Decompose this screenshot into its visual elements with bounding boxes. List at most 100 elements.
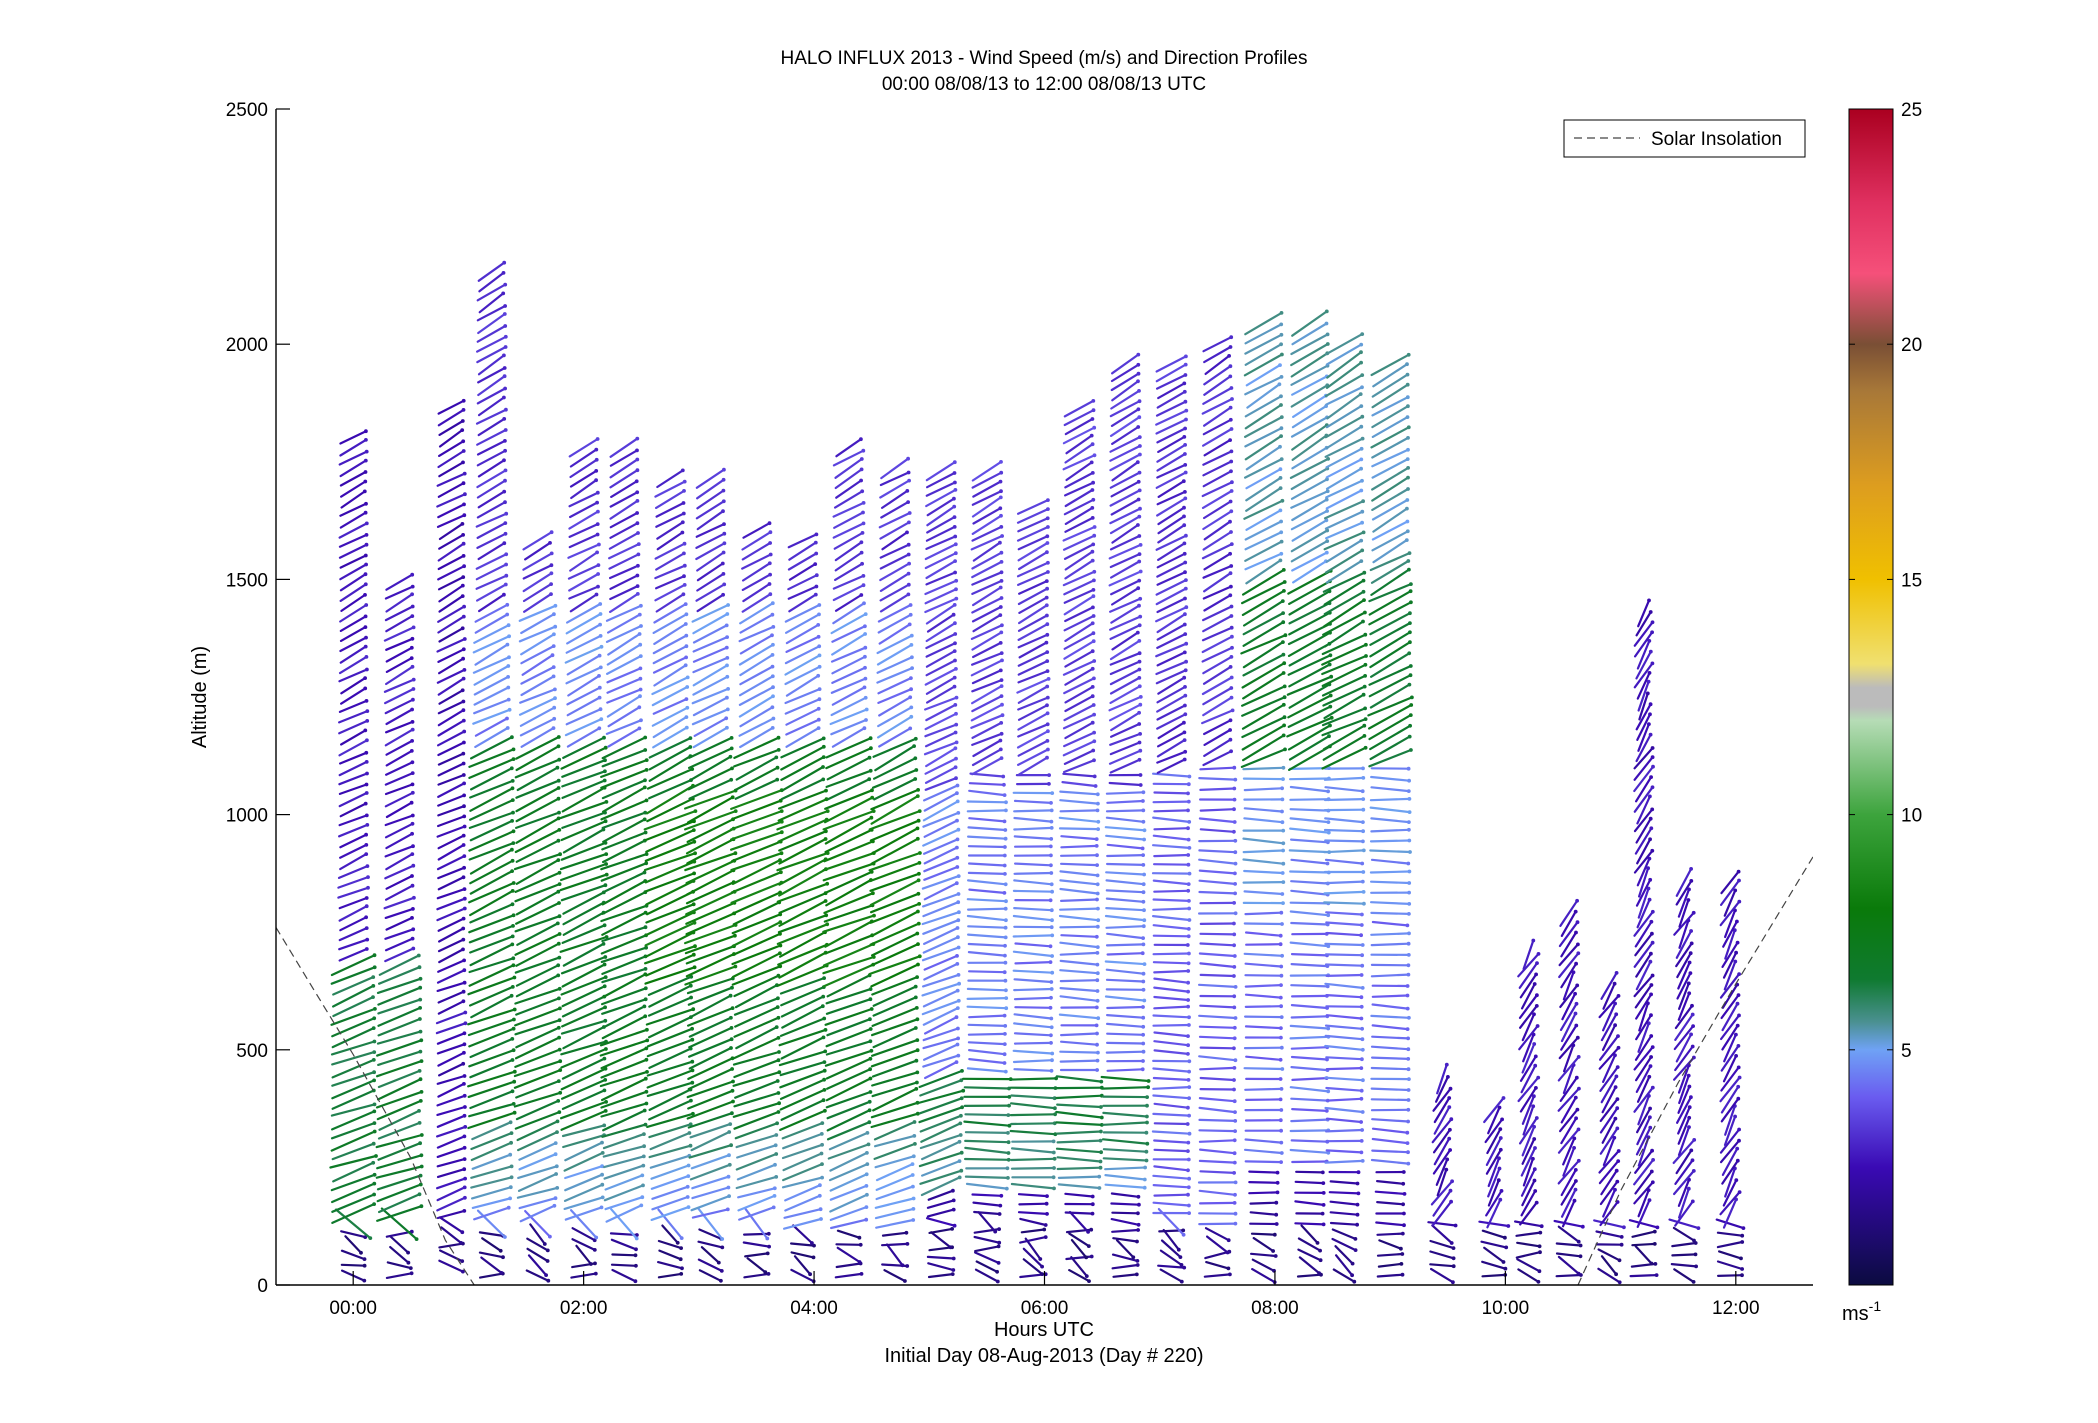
wind-barb-head	[1092, 758, 1096, 763]
wind-barb-head	[499, 1271, 504, 1275]
wind-barb-head	[1735, 1023, 1740, 1028]
wind-barb	[831, 655, 867, 675]
wind-barb-head	[1137, 470, 1142, 475]
wind-barb-head	[1142, 908, 1146, 913]
wind-barb-head	[1278, 942, 1283, 947]
wind-barb	[332, 975, 375, 996]
wind-barb	[1202, 336, 1233, 353]
wind-barb	[687, 1038, 733, 1058]
wind-barb	[1244, 323, 1283, 345]
wind-barb-head	[1740, 1267, 1744, 1271]
wind-barb-head	[501, 1255, 505, 1260]
wind-barb-head	[1650, 1085, 1655, 1090]
wind-barb-head	[461, 916, 466, 921]
wind-barb	[966, 987, 1008, 992]
wind-barb-head	[1233, 1180, 1238, 1185]
wind-barb-head	[1534, 1200, 1539, 1205]
wind-barb-head	[1360, 332, 1365, 336]
wind-barb-head	[372, 1172, 377, 1177]
wind-barb	[520, 633, 556, 656]
wind-barb-head	[461, 554, 466, 558]
wind-barb-head	[1280, 599, 1285, 603]
wind-barb-head	[406, 1260, 411, 1265]
wind-barb-head	[1617, 1258, 1622, 1263]
wind-barb	[683, 789, 737, 810]
wind-barb	[1245, 1055, 1282, 1061]
wind-barb	[1673, 1024, 1695, 1051]
wind-barb	[1151, 772, 1191, 778]
wind-barb-head	[1049, 1068, 1054, 1073]
wind-barb	[1289, 457, 1330, 479]
wind-barb	[1105, 1013, 1145, 1019]
wind-barb	[922, 838, 959, 855]
wind-barb	[331, 1050, 376, 1066]
wind-barb	[338, 450, 368, 466]
wind-barb-head	[767, 521, 772, 526]
wind-barb	[1017, 669, 1049, 684]
wind-barb-head	[1186, 998, 1190, 1002]
wind-barb-head	[950, 1272, 955, 1276]
wind-barb-head	[957, 910, 961, 915]
wind-barb	[1431, 1118, 1453, 1144]
wind-barb	[560, 820, 607, 842]
wind-barb	[924, 712, 958, 731]
wind-barb-head	[1228, 438, 1232, 442]
wind-barb	[516, 1120, 559, 1142]
wind-barb	[646, 1038, 694, 1058]
wind-barb	[1634, 920, 1653, 948]
wind-barb	[1243, 416, 1283, 438]
wind-barb	[1636, 1116, 1652, 1146]
wind-barb-head	[1006, 1157, 1011, 1162]
wind-barb	[1370, 828, 1411, 833]
wind-barb-head	[1410, 695, 1414, 700]
wind-barb-head	[1095, 1031, 1099, 1036]
wind-barb	[1157, 506, 1186, 526]
wind-barb	[1202, 750, 1233, 767]
wind-barb	[1599, 1065, 1619, 1093]
wind-barb	[1560, 1188, 1577, 1218]
wind-barb	[1369, 631, 1412, 658]
wind-barb	[829, 708, 868, 726]
wind-barb	[1629, 1273, 1658, 1278]
wind-barb	[1017, 1211, 1049, 1216]
wind-barb-head	[1182, 675, 1187, 680]
wind-barb-head	[1281, 848, 1285, 853]
wind-barb	[1719, 879, 1741, 907]
wind-barb	[1110, 372, 1140, 392]
wind-barb	[1324, 858, 1364, 865]
wind-barb-head	[1007, 1103, 1011, 1108]
wind-barb	[971, 596, 1003, 614]
wind-barb	[1369, 621, 1412, 646]
wind-barb-head	[1536, 1279, 1541, 1284]
wind-barb	[1521, 1179, 1536, 1207]
wind-barb-head	[1186, 927, 1191, 931]
wind-barb-head	[1352, 1279, 1357, 1284]
wind-barb	[1059, 907, 1100, 911]
wind-barb-head	[1622, 1225, 1626, 1230]
wind-barb	[1156, 632, 1187, 650]
wind-barb-head	[774, 1152, 779, 1156]
wind-barb-head	[417, 1121, 422, 1125]
wind-barb	[1152, 924, 1190, 931]
wind-barb-head	[952, 515, 957, 519]
wind-barb-head	[1095, 863, 1099, 867]
wind-barb	[967, 942, 1007, 947]
wind-barb	[1635, 952, 1653, 978]
wind-barb-head	[857, 1235, 862, 1240]
wind-barb	[1369, 849, 1412, 854]
wind-barb-head	[1095, 873, 1100, 878]
wind-barb	[339, 438, 367, 457]
wind-barb	[683, 809, 737, 831]
wind-barb	[1018, 596, 1048, 615]
wind-barb-head	[1360, 879, 1365, 884]
wind-barb	[1289, 1086, 1330, 1093]
wind-barb	[1429, 1239, 1455, 1250]
wind-barb-head	[1232, 1160, 1237, 1165]
wind-barb-head	[512, 1007, 517, 1012]
wind-barb	[1152, 1183, 1190, 1189]
wind-barb-head	[1046, 570, 1050, 574]
wind-barb	[384, 783, 414, 796]
wind-barb	[1156, 443, 1187, 463]
wind-barb-head	[1537, 1269, 1542, 1274]
wind-barb-head	[1046, 677, 1051, 681]
